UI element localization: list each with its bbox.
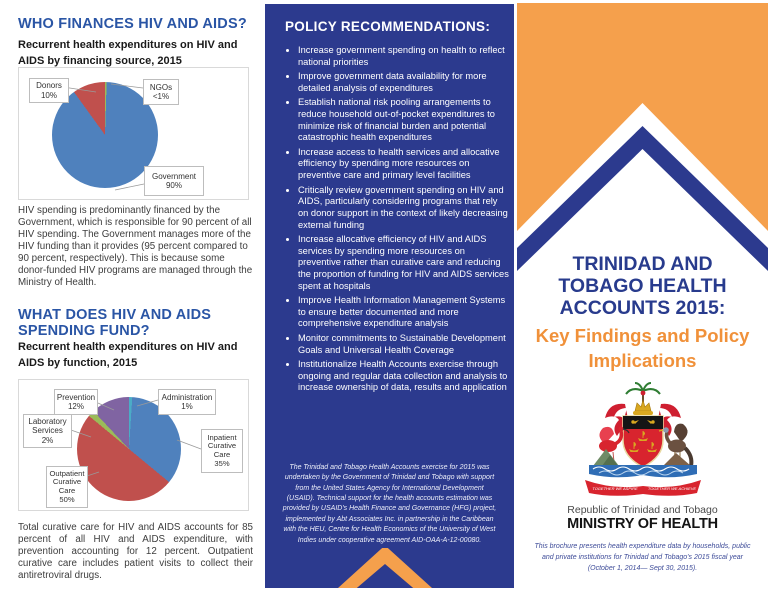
policy-bullet: Increase access to health services and a… bbox=[298, 147, 510, 182]
policy-bullet: Increase allocative efficiency of HIV an… bbox=[298, 234, 510, 292]
finance-paragraph: HIV spending is predominantly financed b… bbox=[18, 205, 253, 288]
spending-question-heading: WHAT DOES HIV AND AIDS SPENDING FUND? bbox=[18, 307, 212, 340]
finance-chart-subtitle: Recurrent health expenditures on HIV and… bbox=[18, 39, 238, 67]
spending-pie-chart: Prevention 12% Administration 1% Laborat… bbox=[18, 379, 249, 511]
pie-label-inpatient-curative-care: Inpatient Curative Care 35% bbox=[201, 429, 243, 473]
spending-chart-subtitle: Recurrent health expenditures on HIV and… bbox=[18, 341, 238, 369]
motto-right: TOGETHER WE ACHIEVE bbox=[647, 486, 696, 491]
policy-bullet: Improve Health Information Management Sy… bbox=[298, 295, 510, 330]
policy-bullet: Monitor commitments to Sustainable Devel… bbox=[298, 333, 510, 356]
spending-paragraph: Total curative care for HIV and AIDS acc… bbox=[18, 522, 253, 581]
motto-left: TOGETHER WE ASPIRE bbox=[592, 486, 638, 491]
cover-subtitle: Key Findings and Policy Implications bbox=[535, 325, 750, 371]
left-panel: WHO FINANCES HIV AND AIDS? Recurrent hea… bbox=[0, 0, 265, 594]
policy-panel: POLICY RECOMMENDATIONS: Increase governm… bbox=[265, 4, 514, 588]
pie-label-laboratory-services: Laboratory Services 2% bbox=[23, 414, 72, 448]
pie-label-donors: Donors 10% bbox=[29, 78, 69, 103]
cover-caption: This brochure presents health expenditur… bbox=[534, 543, 751, 572]
policy-bullet: Improve government data availability for… bbox=[298, 71, 510, 94]
pie-label-government: Government 90% bbox=[144, 166, 204, 196]
finance-pie bbox=[52, 82, 158, 188]
chevron-up-icon bbox=[338, 548, 432, 588]
policy-bullet: Institutionalize Health Accounts exercis… bbox=[298, 359, 510, 394]
pie-label-administration: Administration 1% bbox=[158, 389, 216, 415]
policy-heading: POLICY RECOMMENDATIONS: bbox=[285, 19, 491, 34]
policy-bullet-list: Increase government spending on health t… bbox=[285, 45, 510, 397]
finance-question-heading: WHO FINANCES HIV AND AIDS? bbox=[18, 16, 247, 32]
republic-label: Republic of Trinidad and Tobago bbox=[567, 504, 718, 516]
cover-orange-background bbox=[517, 3, 768, 231]
pie-label-ngos: NGOs <1% bbox=[143, 79, 179, 105]
coat-of-arms-icon: TOGETHER WE ASPIRE TOGETHER WE ACHIEVE bbox=[584, 382, 701, 496]
pie-label-outpatient-curative-care: Outpatient Curative Care 50% bbox=[46, 466, 88, 508]
policy-bullet: Critically review government spending on… bbox=[298, 185, 510, 231]
ministry-of-health-label: MINISTRY OF HEALTH bbox=[567, 516, 718, 532]
cover-panel: TRINIDAD AND TOBAGO HEALTH ACCOUNTS 2015… bbox=[517, 3, 768, 594]
pie-label-prevention: Prevention 12% bbox=[54, 389, 98, 415]
cover-title: TRINIDAD AND TOBAGO HEALTH ACCOUNTS 2015… bbox=[558, 253, 727, 319]
policy-bullet: Increase government spending on health t… bbox=[298, 45, 510, 68]
acknowledgement-text: The Trinidad and Tobago Health Accounts … bbox=[282, 464, 497, 544]
policy-bullet: Establish national risk pooling arrangem… bbox=[298, 97, 510, 143]
finance-pie-chart: Donors 10% NGOs <1% Government 90% bbox=[18, 67, 249, 200]
